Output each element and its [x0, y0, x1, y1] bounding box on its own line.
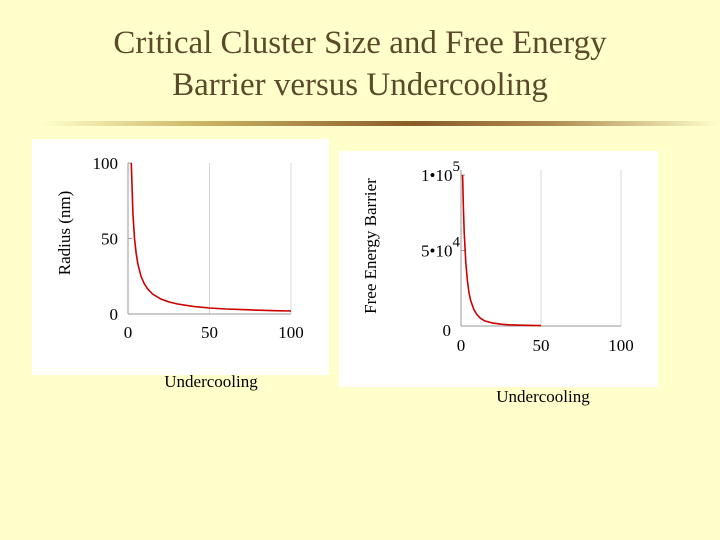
slide-title-line-1: Critical Cluster Size and Free Energy: [113, 25, 607, 61]
radius-chart-x-ticks: 0 50 100: [124, 323, 304, 342]
radius-chart-y-tick-label: 100: [93, 154, 119, 173]
radius-chart-y-tick-label: 0: [110, 305, 119, 324]
title-divider: [40, 121, 720, 126]
radius-chart: 0 50 100 0 50 100 Undercooling Radius (nm): [32, 139, 329, 391]
free-energy-chart-x-ticks: 0 50 100: [457, 336, 634, 355]
radius-chart-x-tick-label: 50: [201, 323, 218, 342]
free-energy-chart-x-tick-label: 0: [457, 336, 466, 355]
radius-chart-y-tick-label: 50: [101, 230, 118, 249]
radius-chart-panel: [32, 139, 329, 375]
free-energy-chart-y-label: Free Energy Barrier: [361, 178, 380, 314]
radius-chart-x-tick-label: 100: [278, 323, 304, 342]
slide-title-line-2: Barrier versus Undercooling: [172, 67, 548, 103]
radius-chart-x-label: Undercooling: [164, 372, 258, 391]
free-energy-chart: 0 50 100 0 5•104 1•105 Undercooling Free Ene…: [339, 151, 658, 406]
radius-chart-x-tick-label: 0: [124, 323, 133, 342]
radius-chart-y-label: Radius (nm): [55, 191, 74, 276]
slide-title: Critical Cluster Size and Free Energy Ba…: [0, 22, 720, 106]
free-energy-chart-series-line: [461, 174, 542, 327]
free-energy-chart-y-tick-label: 0: [443, 321, 452, 340]
free-energy-chart-y-tick-label: 5•104: [421, 235, 460, 261]
radius-chart-series-line: [130, 162, 292, 312]
free-energy-chart-x-tick-label: 100: [608, 336, 634, 355]
free-energy-chart-panel: [339, 151, 658, 387]
free-energy-chart-x-tick-label: 50: [533, 336, 550, 355]
free-energy-chart-y-ticks: 0 5•104 1•105: [421, 159, 465, 340]
free-energy-chart-x-label: Undercooling: [496, 387, 590, 406]
free-energy-chart-y-tick-label: 1•105: [421, 159, 460, 185]
